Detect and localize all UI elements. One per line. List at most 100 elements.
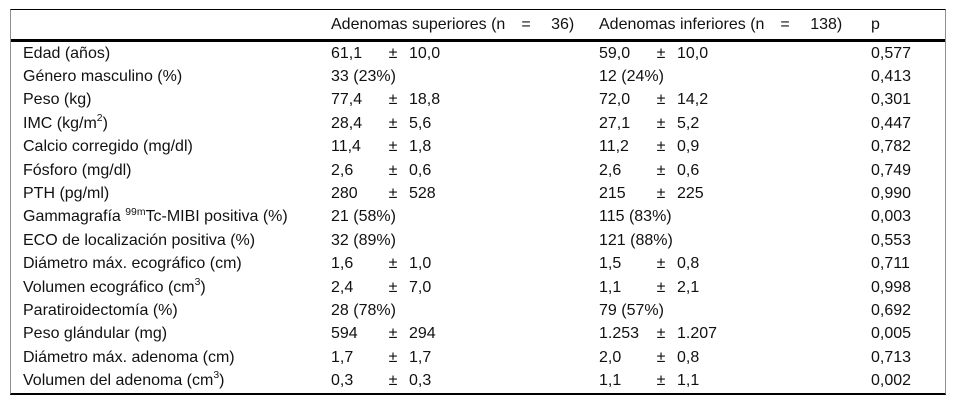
p-value-cell: 0,713 xyxy=(871,348,912,366)
superiores-mean-value: 2,6 xyxy=(331,161,354,179)
row-label-text: Peso glándular (mg) xyxy=(23,325,168,343)
superiores-mean-value: 61,1 xyxy=(331,44,363,62)
superiores-mean-value: 1,7 xyxy=(331,348,354,366)
row-label: PTH (pg/ml) xyxy=(11,185,331,203)
superiores-value-cell: 280 ±528 xyxy=(331,185,599,203)
inferiores-value-cell: 2,6 ±0,6 xyxy=(599,162,871,180)
inferiores-sd-value: 1,1 xyxy=(677,372,700,390)
p-value-cell: 0,005 xyxy=(871,325,912,343)
superiores-sd-value: 10,0 xyxy=(409,44,441,62)
table-row: Diámetro máx. ecográfico (cm) 1,6 ±1,0 1,… xyxy=(11,253,945,276)
row-label-text: IMC (kg/m xyxy=(23,114,97,132)
table-row: PTH (pg/ml) 280 ±528 215 ±225 0,990 xyxy=(11,182,945,205)
row-label-text: Edad (años) xyxy=(23,44,111,62)
superiores-value-cell: 32 (89%) xyxy=(331,232,599,250)
inferiores-sd-value: 14,2 xyxy=(677,91,709,109)
plus-minus-sign: ± xyxy=(388,325,398,343)
superiores-mean-value: 32 (89%) xyxy=(331,231,396,249)
inferiores-value-cell: 72,0 ±14,2 xyxy=(599,91,871,109)
superiores-mean-value: 28,4 xyxy=(331,114,363,132)
row-label: Género masculino (%) xyxy=(11,68,331,86)
table-row: Calcio corregido (mg/dl) 11,4 ±1,8 11,2 ±0… xyxy=(11,136,945,159)
superiores-value-cell: 1,6 ±1,0 xyxy=(331,255,599,273)
inferiores-value-cell: 2,0 ±0,8 xyxy=(599,349,871,367)
column-header-adenomas-superiores: Adenomas superiores (n = 36) xyxy=(331,15,575,33)
inferiores-sd-value: 0,8 xyxy=(677,348,700,366)
table-row: Fósforo (mg/dl) 2,6 ±0,6 2,6 ±0,6 0,749 xyxy=(11,159,945,182)
inferiores-sd-value: 2,1 xyxy=(677,278,700,296)
superiores-mean-value: 594 xyxy=(331,325,358,343)
p-value-cell: 0,413 xyxy=(871,68,912,86)
p-value-cell: 0,692 xyxy=(871,301,912,319)
table-row: Paratiroidectomía (%) 28 (78%) 79 (57%) … xyxy=(11,299,945,322)
superiores-value-cell: 594 ±294 xyxy=(331,325,599,343)
plus-minus-sign: ± xyxy=(656,372,666,390)
row-label: Edad (años) xyxy=(11,45,331,63)
p-value-cell: 0,711 xyxy=(871,255,910,273)
inferiores-value-cell: 215 ±225 xyxy=(599,185,871,203)
row-label-suffix: ) xyxy=(219,372,225,390)
row-label: Volumen del adenoma (cm3) xyxy=(11,370,331,390)
table-row: Volumen ecográfico (cm3) 2,4 ±7,0 1,1 ±2,1… xyxy=(11,276,945,299)
row-label-text: Volumen del adenoma (cm xyxy=(23,372,214,390)
table-row: IMC (kg/m2) 28,4 ±5,6 27,1 ±5,2 0,447 xyxy=(11,112,945,135)
inferiores-mean-value: 1,1 xyxy=(599,372,622,390)
p-value-cell: 0,577 xyxy=(871,44,912,62)
row-label: Paratiroidectomía (%) xyxy=(11,302,331,320)
superiores-sd-value: 7,0 xyxy=(409,278,432,296)
p-value-cell: 0,447 xyxy=(871,114,912,132)
column-header-adenomas-inferiores: Adenomas inferiores (n = 138) xyxy=(599,15,843,33)
inferiores-mean-value: 79 (57%) xyxy=(599,301,664,319)
plus-minus-sign: ± xyxy=(388,91,398,109)
superiores-sd-value: 294 xyxy=(409,325,436,343)
plus-minus-sign: ± xyxy=(656,348,666,366)
inferiores-sd-value: 5,2 xyxy=(677,114,700,132)
plus-minus-sign: ± xyxy=(656,44,666,62)
plus-minus-sign: ± xyxy=(656,278,666,296)
table-row: Peso glándular (mg) 594 ±294 1.253 ±1.207 … xyxy=(11,323,945,346)
inferiores-value-cell: 11,2 ±0,9 xyxy=(599,138,871,156)
row-label: Volumen ecográfico (cm3) xyxy=(11,277,331,297)
superiores-mean-value: 21 (58%) xyxy=(331,208,396,226)
table-row: Edad (años) 61,1 ±10,0 59,0 ±10,0 0,577 xyxy=(11,42,945,65)
row-label-suffix: ) xyxy=(102,114,108,132)
plus-minus-sign: ± xyxy=(388,114,398,132)
inferiores-value-cell: 12 (24%) xyxy=(599,68,871,86)
inferiores-sd-value: 0,9 xyxy=(677,138,700,156)
row-label-text: Diámetro máx. adenoma (cm) xyxy=(23,348,235,366)
inferiores-value-cell: 1,5 ±0,8 xyxy=(599,255,871,273)
inferiores-sd-value: 0,6 xyxy=(677,161,700,179)
superiores-mean-value: 2,4 xyxy=(331,278,354,296)
inferiores-value-cell: 1,1 ±2,1 xyxy=(599,279,871,297)
superiores-value-cell: 28 (78%) xyxy=(331,302,599,320)
plus-minus-sign: ± xyxy=(656,91,666,109)
row-label-suffix: Tc-MIBI positiva (%) xyxy=(145,208,288,226)
superiores-sd-value: 0,6 xyxy=(409,161,432,179)
inferiores-sd-value: 1.207 xyxy=(677,325,718,343)
inferiores-value-cell: 79 (57%) xyxy=(599,302,871,320)
row-label: Diámetro máx. ecográfico (cm) xyxy=(11,255,331,273)
plus-minus-sign: ± xyxy=(388,348,398,366)
superiores-value-cell: 28,4 ±5,6 xyxy=(331,115,599,133)
row-label: Fósforo (mg/dl) xyxy=(11,162,331,180)
superiores-value-cell: 11,4 ±1,8 xyxy=(331,138,599,156)
superiores-mean-value: 28 (78%) xyxy=(331,301,396,319)
row-label: Diámetro máx. adenoma (cm) xyxy=(11,349,331,367)
superiores-sd-value: 5,6 xyxy=(409,114,432,132)
table-row: ECO de localización positiva (%) 32 (89%… xyxy=(11,229,945,252)
p-value-cell: 0,003 xyxy=(871,208,912,226)
plus-minus-sign: ± xyxy=(656,325,666,343)
row-label-text: Calcio corregido (mg/dl) xyxy=(23,138,193,156)
row-label: ECO de localización positiva (%) xyxy=(11,232,331,250)
superiores-mean-value: 33 (23%) xyxy=(331,68,396,86)
plus-minus-sign: ± xyxy=(656,255,666,273)
superiores-mean-value: 280 xyxy=(331,185,358,203)
row-label: IMC (kg/m2) xyxy=(11,113,331,133)
row-label-text: Fósforo (mg/dl) xyxy=(23,161,132,179)
row-label-text: Gammagrafía xyxy=(23,208,126,226)
superiores-value-cell: 0,3 ±0,3 xyxy=(331,372,599,390)
superiores-mean-value: 77,4 xyxy=(331,91,363,109)
p-value-cell: 0,998 xyxy=(871,278,912,296)
inferiores-value-cell: 1.253 ±1.207 xyxy=(599,325,871,343)
row-label-superscript: 3 xyxy=(213,370,220,382)
